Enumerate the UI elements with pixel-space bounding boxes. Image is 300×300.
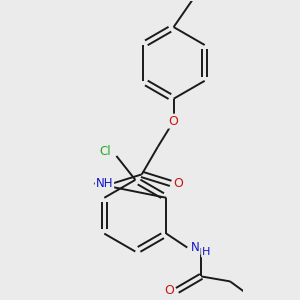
Text: Cl: Cl bbox=[100, 146, 111, 158]
Text: H: H bbox=[202, 247, 210, 256]
Text: O: O bbox=[173, 177, 183, 190]
Text: O: O bbox=[164, 284, 174, 297]
Text: N: N bbox=[191, 241, 200, 254]
Text: NH: NH bbox=[96, 177, 113, 190]
Text: O: O bbox=[169, 115, 178, 128]
